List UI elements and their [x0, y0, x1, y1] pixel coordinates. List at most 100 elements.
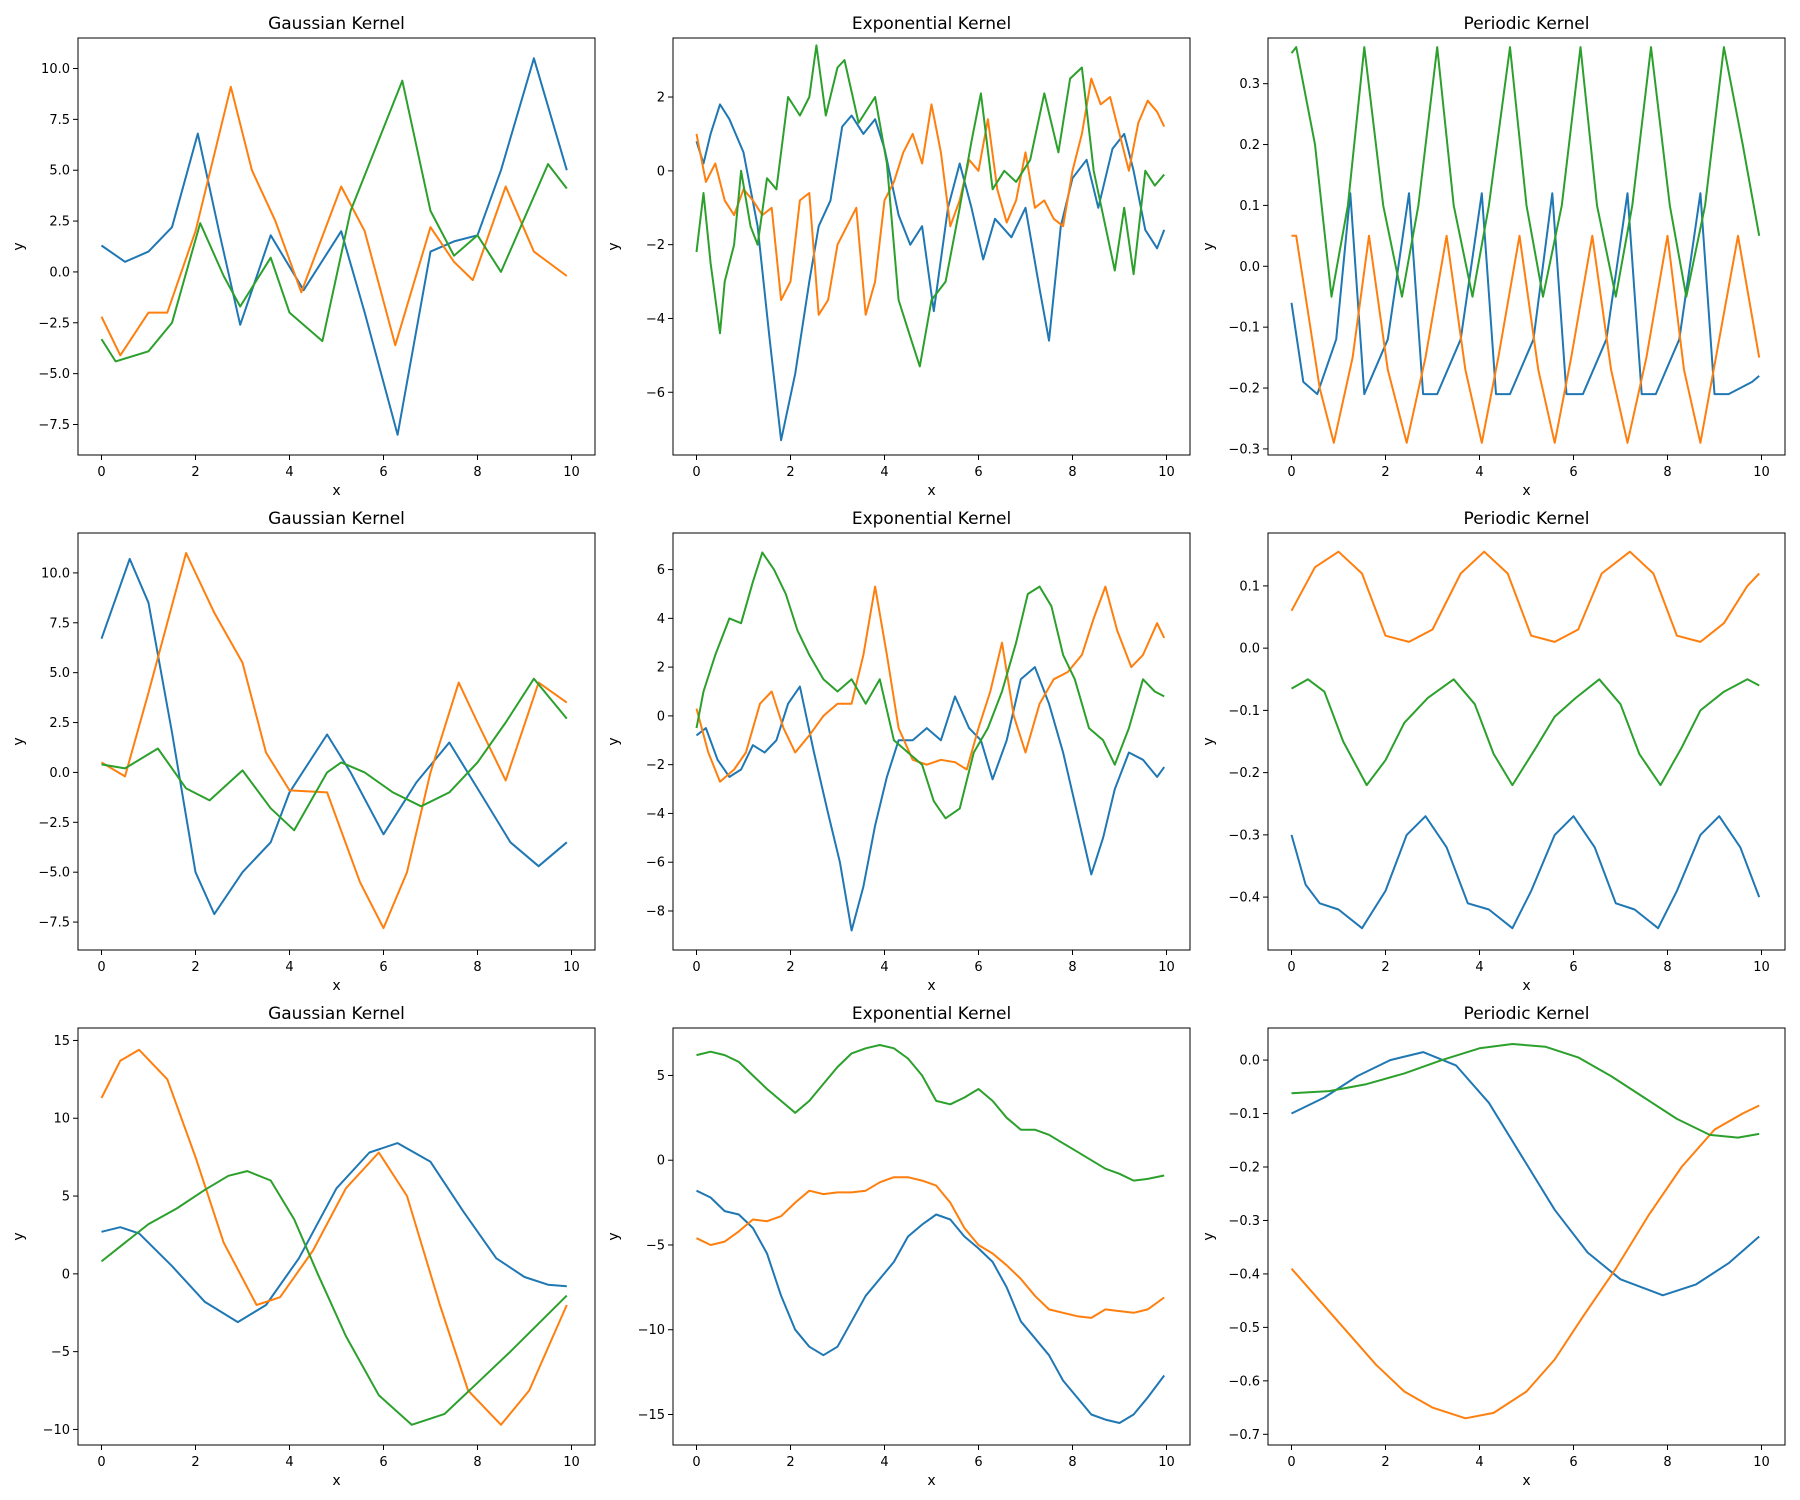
plot-frame: [672, 532, 1191, 951]
series-line-3: [1290, 46, 1761, 298]
y-tick-label: −0.3: [1228, 828, 1260, 843]
series-line-2: [1291, 234, 1761, 444]
subplot-2: 0 2 4 6 8 10 −6 −4 −2 0 2 Exponential Kernel x y: [606, 14, 1191, 499]
plot-frame: [672, 37, 1191, 456]
x-tick-label: 8: [1663, 1455, 1671, 1470]
x-tick-label: 10: [1753, 1455, 1770, 1470]
x-tick-label: 6: [1569, 960, 1577, 975]
y-tick-label: −7.5: [38, 916, 70, 931]
series-line-3: [1291, 1043, 1760, 1139]
x-tick-label: 8: [1663, 465, 1671, 480]
y-tick-label: −0.2: [1228, 382, 1260, 397]
x-axis-label: x: [1522, 1473, 1530, 1489]
y-tick-label: 7.5: [49, 113, 70, 128]
y-tick-label: −6: [646, 856, 665, 871]
y-tick-label: −15: [638, 1408, 665, 1423]
y-tick-label: −0.4: [1228, 1267, 1260, 1282]
series-group: [100, 552, 568, 930]
y-tick-label: −5: [51, 1345, 70, 1360]
series-line-3: [695, 551, 1165, 820]
plot-frame: [1267, 37, 1786, 456]
y-tick-label: 2.5: [49, 716, 70, 731]
series-line-1: [1290, 192, 1760, 396]
y-tick-label: −10: [43, 1423, 70, 1438]
y-tick-label: −4: [646, 312, 665, 327]
y-tick-label: 7.5: [49, 616, 70, 631]
plot-frame: [77, 1027, 596, 1446]
x-tick-label: 8: [473, 960, 481, 975]
y-axis-label: y: [1201, 242, 1217, 250]
series-line-1: [101, 1142, 567, 1324]
subplot-3: 0 2 4 6 8 10 −0.3 −0.2 −0.1 0.0 0.1 0.2 0.3 Periodic …: [1201, 14, 1786, 499]
x-tick-label: 0: [1287, 960, 1295, 975]
subplot-title: Exponential Kernel: [852, 1004, 1011, 1024]
y-tick-label: 0.0: [1239, 1054, 1260, 1069]
x-tick-label: 10: [1158, 1455, 1175, 1470]
y-tick-label: 0: [657, 164, 665, 179]
y-tick-label: 6: [657, 563, 665, 578]
subplot-title: Exponential Kernel: [852, 14, 1011, 34]
y-tick-label: 10.0: [41, 566, 70, 581]
x-tick-label: 6: [974, 465, 982, 480]
y-tick-label: −2: [646, 758, 665, 773]
y-tick-label: 2: [657, 91, 665, 106]
y-tick-label: −0.4: [1228, 891, 1260, 906]
y-tick-label: 0.3: [1239, 77, 1260, 92]
y-tick-label: −0.1: [1228, 321, 1260, 336]
y-tick-label: 5.0: [49, 164, 70, 179]
x-tick-label: 4: [1475, 1455, 1483, 1470]
x-tick-label: 0: [692, 960, 700, 975]
subplot-1: 0 2 4 6 8 10 −7.5 −5.0 −2.5 0.0 2.5 5.0 7.5 10.0 Gauss…: [11, 14, 596, 499]
x-tick-label: 8: [473, 465, 481, 480]
y-tick-label: 0.1: [1239, 579, 1260, 594]
x-tick-label: 2: [191, 960, 199, 975]
x-axis-label: x: [927, 1473, 935, 1489]
subplot-title: Periodic Kernel: [1464, 1004, 1590, 1024]
y-tick-label: −7.5: [38, 418, 70, 433]
y-tick-label: −2: [646, 238, 665, 253]
x-tick-label: 4: [285, 465, 293, 480]
x-tick-label: 8: [1068, 1455, 1076, 1470]
x-tick-label: 10: [563, 960, 580, 975]
series-line-1: [696, 1189, 1165, 1424]
x-tick-label: 6: [1569, 1455, 1577, 1470]
series-line-2: [696, 1176, 1165, 1319]
y-tick-label: −0.1: [1228, 1107, 1260, 1122]
x-tick-label: 6: [379, 1455, 387, 1470]
series-line-1: [695, 666, 1166, 932]
y-tick-label: 15: [53, 1034, 70, 1049]
plot-frame: [77, 37, 596, 456]
x-tick-label: 2: [1381, 465, 1389, 480]
x-tick-label: 4: [1475, 960, 1483, 975]
x-tick-label: 4: [880, 1455, 888, 1470]
y-tick-label: −2.5: [38, 816, 70, 831]
series-line-1: [100, 557, 568, 916]
x-tick-label: 2: [786, 1455, 794, 1470]
x-tick-label: 10: [1753, 465, 1770, 480]
x-axis-label: x: [332, 978, 340, 994]
y-tick-label: −0.2: [1228, 1161, 1260, 1176]
x-tick-label: 4: [1475, 465, 1483, 480]
series-group: [695, 44, 1166, 442]
series-line-1: [1290, 815, 1761, 930]
x-tick-label: 6: [974, 1455, 982, 1470]
x-tick-label: 0: [97, 1455, 105, 1470]
series-line-2: [100, 552, 568, 930]
series-line-2: [1290, 550, 1760, 643]
x-tick-label: 2: [1381, 960, 1389, 975]
x-tick-label: 0: [1287, 1455, 1295, 1470]
series-group: [1290, 550, 1761, 930]
series-line-1: [100, 57, 568, 436]
x-tick-label: 10: [563, 465, 580, 480]
y-axis-label: y: [606, 737, 622, 745]
x-tick-label: 6: [379, 465, 387, 480]
y-tick-label: −2.5: [38, 316, 70, 331]
series-line-2: [695, 77, 1166, 316]
series-line-2: [100, 85, 568, 357]
y-tick-label: 5.0: [49, 666, 70, 681]
x-tick-label: 0: [1287, 465, 1295, 480]
y-tick-label: −6: [646, 386, 665, 401]
y-tick-label: −10: [638, 1323, 665, 1338]
series-line-2: [100, 1048, 568, 1426]
